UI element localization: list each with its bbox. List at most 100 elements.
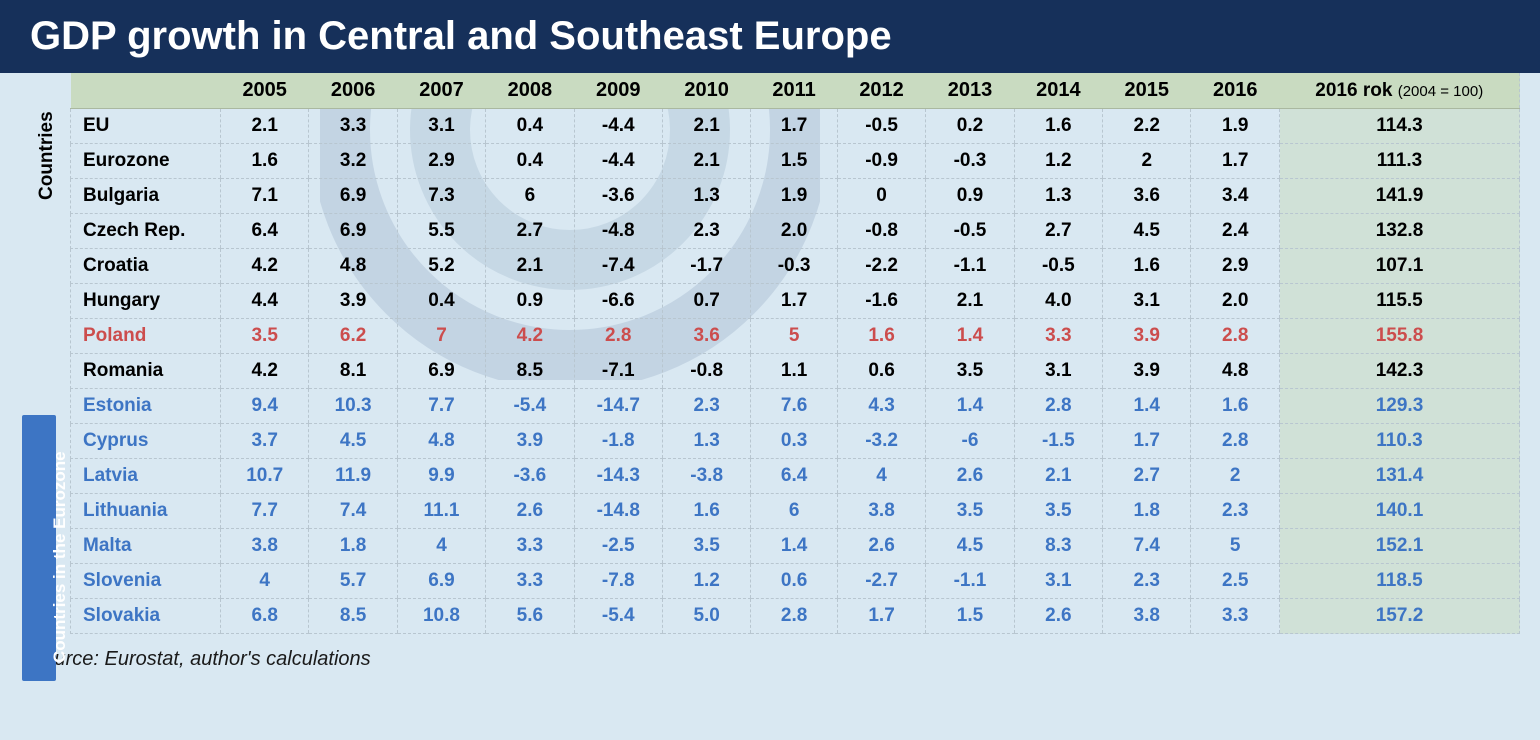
cell-value: 5.2 [397, 249, 485, 284]
side-label-eurozone: Countries in the Eurozone [22, 415, 56, 681]
cell-value: 1.6 [1014, 109, 1102, 144]
cell-value: 4 [397, 529, 485, 564]
table-row: Poland3.56.274.22.83.651.61.43.33.92.815… [71, 319, 1520, 354]
cell-index: 131.4 [1280, 459, 1520, 494]
cell-index: 157.2 [1280, 599, 1520, 634]
cell-value: 2.8 [574, 319, 662, 354]
cell-value: -5.4 [486, 389, 574, 424]
cell-value: 5 [1191, 529, 1280, 564]
cell-value: 3.8 [837, 494, 925, 529]
cell-value: 1.7 [751, 284, 838, 319]
cell-value: -1.1 [926, 249, 1014, 284]
cell-value: 7.4 [1103, 529, 1191, 564]
cell-index: 141.9 [1280, 179, 1520, 214]
cell-value: -0.5 [1014, 249, 1102, 284]
cell-value: 0 [837, 179, 925, 214]
cell-value: 8.3 [1014, 529, 1102, 564]
cell-country-name: Slovakia [71, 599, 221, 634]
cell-value: 2.6 [926, 459, 1014, 494]
cell-value: 6 [751, 494, 838, 529]
cell-index: 118.5 [1280, 564, 1520, 599]
cell-country-name: Poland [71, 319, 221, 354]
cell-value: 4.5 [926, 529, 1014, 564]
cell-value: 0.6 [751, 564, 838, 599]
cell-value: 3.4 [1191, 179, 1280, 214]
cell-value: -4.4 [574, 109, 662, 144]
cell-value: 1.5 [926, 599, 1014, 634]
cell-value: 2.8 [1191, 424, 1280, 459]
cell-value: 6.4 [221, 214, 309, 249]
cell-value: 0.3 [751, 424, 838, 459]
cell-value: -7.1 [574, 354, 662, 389]
cell-value: 4.5 [309, 424, 397, 459]
cell-value: 1.4 [926, 319, 1014, 354]
cell-value: 1.9 [751, 179, 838, 214]
cell-value: 2.3 [1103, 564, 1191, 599]
cell-index: 155.8 [1280, 319, 1520, 354]
cell-value: 3.9 [486, 424, 574, 459]
cell-value: -4.4 [574, 144, 662, 179]
cell-value: 3.5 [926, 354, 1014, 389]
cell-value: -3.2 [837, 424, 925, 459]
col-header-year: 2011 [751, 73, 838, 109]
cell-country-name: Croatia [71, 249, 221, 284]
cell-value: 4.4 [221, 284, 309, 319]
cell-value: 7.7 [221, 494, 309, 529]
cell-value: -3.8 [662, 459, 750, 494]
cell-value: 5 [751, 319, 838, 354]
cell-value: 6.9 [309, 214, 397, 249]
cell-value: 1.6 [1191, 389, 1280, 424]
table-row: Bulgaria7.16.97.36-3.61.31.900.91.33.63.… [71, 179, 1520, 214]
cell-value: -0.9 [837, 144, 925, 179]
cell-value: 9.9 [397, 459, 485, 494]
cell-value: 2.8 [751, 599, 838, 634]
cell-value: 6.4 [751, 459, 838, 494]
table-row: Cyprus3.74.54.83.9-1.81.30.3-3.2-6-1.51.… [71, 424, 1520, 459]
cell-value: 3.3 [309, 109, 397, 144]
cell-value: 2.3 [662, 214, 750, 249]
cell-value: 1.2 [1014, 144, 1102, 179]
cell-value: 3.5 [221, 319, 309, 354]
cell-value: -1.5 [1014, 424, 1102, 459]
table-body: EU2.13.33.10.4-4.42.11.7-0.50.21.62.21.9… [71, 109, 1520, 634]
cell-value: -2.7 [837, 564, 925, 599]
cell-value: 1.7 [751, 109, 838, 144]
col-header-year: 2009 [574, 73, 662, 109]
cell-index: 129.3 [1280, 389, 1520, 424]
cell-value: 2.8 [1191, 319, 1280, 354]
cell-country-name: Malta [71, 529, 221, 564]
cell-value: 2.2 [1103, 109, 1191, 144]
table-row: Estonia9.410.37.7-5.4-14.72.37.64.31.42.… [71, 389, 1520, 424]
col-header-year: 2007 [397, 73, 485, 109]
cell-value: -0.8 [662, 354, 750, 389]
cell-value: 2.8 [1014, 389, 1102, 424]
cell-value: -0.5 [926, 214, 1014, 249]
col-header-year: 2014 [1014, 73, 1102, 109]
table-header-row: 2005200620072008200920102011201220132014… [71, 73, 1520, 109]
cell-value: 2 [1103, 144, 1191, 179]
cell-value: 3.1 [397, 109, 485, 144]
cell-value: 4.2 [486, 319, 574, 354]
cell-value: 4.8 [1191, 354, 1280, 389]
cell-country-name: Romania [71, 354, 221, 389]
cell-value: 1.3 [662, 424, 750, 459]
cell-value: 1.8 [309, 529, 397, 564]
col-header-year: 2012 [837, 73, 925, 109]
cell-value: 8.1 [309, 354, 397, 389]
col-header-index: 2016 rok (2004 = 100) [1280, 73, 1520, 109]
cell-value: 1.7 [1191, 144, 1280, 179]
cell-value: -0.3 [751, 249, 838, 284]
col-header-year: 2006 [309, 73, 397, 109]
cell-value: 1.6 [221, 144, 309, 179]
cell-value: 3.7 [221, 424, 309, 459]
cell-value: 6.9 [397, 564, 485, 599]
cell-country-name: EU [71, 109, 221, 144]
cell-value: 2.1 [221, 109, 309, 144]
cell-value: 3.3 [486, 564, 574, 599]
cell-index: 132.8 [1280, 214, 1520, 249]
cell-value: -5.4 [574, 599, 662, 634]
source-citation: Source: Eurostat, author's calculations [0, 634, 1540, 671]
cell-value: 3.9 [309, 284, 397, 319]
cell-value: 1.9 [1191, 109, 1280, 144]
cell-value: -3.6 [574, 179, 662, 214]
